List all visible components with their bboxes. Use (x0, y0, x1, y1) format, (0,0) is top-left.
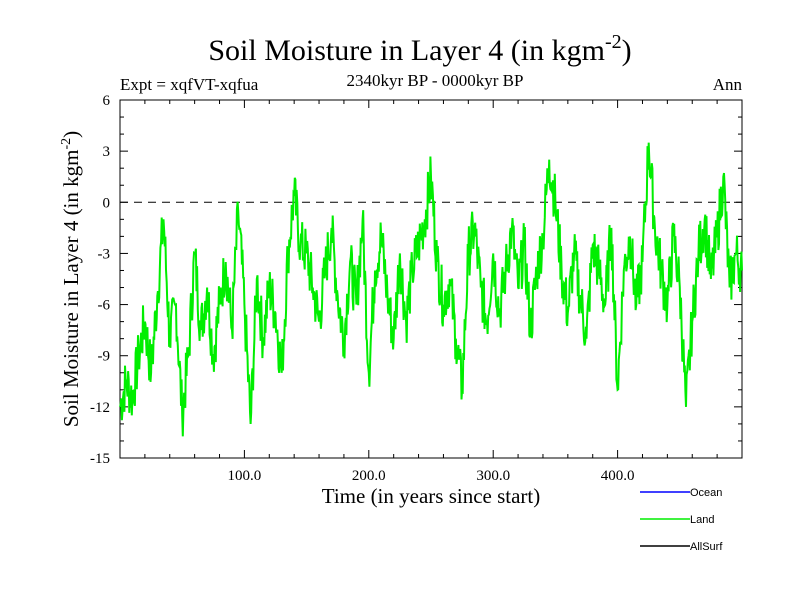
x-axis-label: Time (in years since start) (322, 484, 541, 508)
plot-frame (119, 99, 743, 459)
chart-subtitle-left: Expt = xqfVT-xqfua (120, 75, 259, 94)
legend-label-ocean: Ocean (690, 487, 722, 499)
y-tick-label: 0 (103, 195, 111, 211)
y-tick-label: -15 (90, 451, 110, 467)
chart-subtitle-center: 2340kyr BP - 0000kyr BP (347, 71, 524, 90)
chart-title-superscript: -2 (605, 31, 622, 53)
chart-subtitle-right: Ann (713, 75, 743, 94)
y-tick-label: -9 (98, 349, 111, 365)
series-line-land (119, 142, 743, 437)
y-tick-label: 6 (103, 93, 111, 109)
y-tick-label: 3 (103, 144, 111, 160)
y-tick-label: -12 (90, 400, 110, 416)
x-tick-label: 300.0 (476, 468, 510, 484)
y-axis-label-superscript: -2 (59, 138, 74, 150)
x-tick-label: 100.0 (228, 468, 262, 484)
axis-ticks: -15 -12 -9 -6 -3 0 3 6 100.0 200.0 300.0 400.0 (90, 93, 742, 484)
series-group (119, 142, 743, 437)
legend: Ocean Land AllSurf (640, 487, 723, 553)
y-tick-label: -3 (98, 246, 111, 262)
y-axis-label: Soil Moisture in Layer 4 (in kgm-2) (59, 131, 83, 427)
y-tick-label: -6 (98, 298, 111, 314)
legend-label-land: Land (690, 514, 714, 526)
chart-title-close: ) (622, 34, 632, 67)
y-axis-label-close: ) (59, 131, 83, 138)
x-tick-label: 200.0 (352, 468, 386, 484)
legend-label-allsurf: AllSurf (690, 541, 723, 553)
x-tick-label: 400.0 (601, 468, 635, 484)
chart-title: Soil Moisture in Layer 4 (in kgm-2) (208, 31, 631, 67)
